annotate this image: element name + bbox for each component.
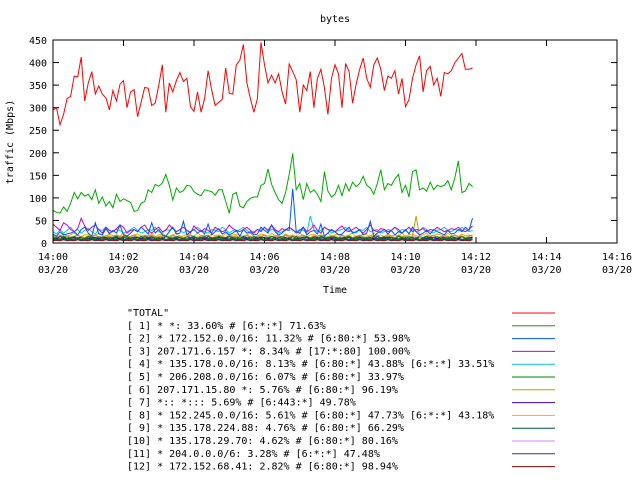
plot-frame — [52, 39, 618, 244]
x-tick-time-label: 14:06 — [249, 252, 279, 263]
x-tick-date-label: 03/20 — [390, 265, 420, 276]
legend-label-11: [11] * 204.0.0.0/6: 3.28% # [6:*:*] 47.4… — [127, 449, 380, 460]
x-axis-ticks: 14:00 03/20 14:02 03/20 14:04 03/20 14:06 03/20… — [38, 40, 632, 276]
y-tick-label: 100 — [29, 194, 47, 205]
x-tick-time-label: 14:04 — [179, 252, 209, 263]
y-tick-label: 150 — [29, 171, 47, 182]
series-line-1 — [52, 153, 473, 214]
y-axis-label: traffic (Mbps) — [5, 100, 16, 184]
series-lines — [52, 42, 473, 242]
y-tick-label: 200 — [29, 149, 47, 160]
y-tick-label: 400 — [29, 59, 47, 70]
legend-label-7: [ 7] *:: *::: 5.69% # [6:443:*] 49.78% — [127, 398, 356, 409]
legend-label-5: [ 5] * 206.208.0.0/16: 6.07% # [6:80:*] … — [127, 372, 404, 383]
x-tick-time-label: 14:16 — [602, 252, 632, 263]
legend-label-8: [ 8] * 152.245.0.0/16: 5.61% # [6:80:*] … — [127, 410, 494, 421]
legend-label-2: [ 2] * 172.152.0.0/16: 11.32% # [6:80:*]… — [127, 334, 410, 345]
x-tick-date-label: 03/20 — [531, 265, 561, 276]
legend-label-0: "TOTAL" — [127, 308, 169, 319]
y-tick-label: 250 — [29, 126, 47, 137]
legend-label-6: [ 6] 207.171.15.80 *: 5.76% # [6:80:*] 9… — [127, 385, 398, 396]
series-line-2 — [52, 188, 473, 238]
x-tick-date-label: 03/20 — [108, 265, 138, 276]
series-line-11 — [52, 238, 473, 241]
chart-title: bytes — [320, 14, 350, 25]
legend-label-10: [10] * 135.178.29.70: 4.62% # [6:80:*] 8… — [127, 436, 398, 447]
series-line-4 — [52, 215, 473, 235]
x-tick-date-label: 03/20 — [461, 265, 491, 276]
x-tick-date-label: 03/20 — [602, 265, 632, 276]
y-axis-ticks: 0 50 100 150 200 250 300 350 400 450 — [29, 36, 617, 250]
series-line-0 — [52, 42, 473, 127]
y-tick-label: 50 — [35, 216, 47, 227]
series-line-5 — [52, 235, 473, 241]
x-tick-time-label: 14:12 — [461, 252, 491, 263]
x-tick-time-label: 14:08 — [320, 252, 350, 263]
x-tick-time-label: 14:02 — [108, 252, 138, 263]
y-tick-label: 0 — [41, 239, 47, 250]
y-tick-label: 450 — [29, 36, 47, 47]
legend-label-1: [ 1] * *: 33.60% # [6:*:*] 71.63% — [127, 321, 326, 332]
x-tick-time-label: 14:14 — [531, 252, 561, 263]
legend-label-12: [12] * 172.152.68.41: 2.82% # [6:80:*] 9… — [127, 462, 398, 473]
x-tick-time-label: 14:10 — [390, 252, 420, 263]
y-tick-label: 350 — [29, 81, 47, 92]
legend-label-4: [ 4] * 135.178.0.0/16: 8.13% # [6:80:*] … — [127, 359, 494, 370]
series-line-3 — [52, 216, 473, 234]
x-axis-label: Time — [323, 285, 347, 296]
x-tick-date-label: 03/20 — [249, 265, 279, 276]
y-tick-label: 300 — [29, 104, 47, 115]
series-line-6 — [52, 215, 473, 239]
x-tick-date-label: 03/20 — [38, 265, 68, 276]
x-tick-date-label: 03/20 — [320, 265, 350, 276]
legend-label-9: [ 9] * 135.178.224.88: 4.76% # [6:80:*] … — [127, 423, 404, 434]
legend: "TOTAL" [ 1] * *: 33.60% # [6:*:*] 71.63%… — [127, 308, 555, 473]
x-tick-date-label: 03/20 — [179, 265, 209, 276]
legend-label-3: [ 3] 207.171.6.157 *: 8.34% # [17:*:80] … — [127, 346, 410, 357]
x-tick-time-label: 14:00 — [38, 252, 68, 263]
